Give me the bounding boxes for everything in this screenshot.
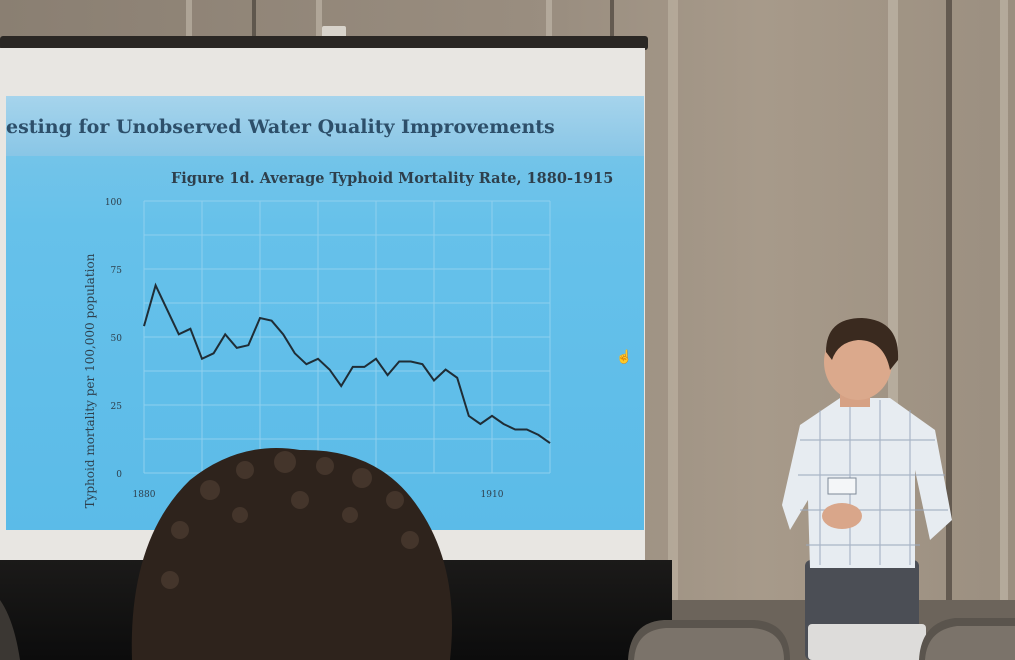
- wall-panel-seam: [946, 0, 952, 620]
- y-tick-label: 50: [111, 334, 123, 344]
- presentation-slide: esting for Unobserved Water Quality Impr…: [6, 96, 644, 530]
- audience-chair: [628, 620, 790, 660]
- y-tick-label: 75: [111, 266, 123, 276]
- wall-panel-seam: [1000, 0, 1008, 620]
- audience-chair: [919, 618, 1015, 660]
- series-line: [143, 282, 551, 444]
- slide-header: esting for Unobserved Water Quality Impr…: [6, 96, 644, 156]
- presenter-hair: [826, 318, 899, 370]
- mouse-cursor-icon: ☝: [616, 350, 633, 365]
- slide-title: esting for Unobserved Water Quality Impr…: [6, 116, 555, 138]
- projector: [808, 624, 926, 660]
- projection-screen-bar: [0, 36, 648, 50]
- x-tick-label: 1880: [133, 490, 156, 500]
- name-badge: [827, 477, 857, 495]
- wall-panel-seam: [888, 0, 898, 620]
- figure-title: Figure 1d. Average Typhoid Mortality Rat…: [171, 170, 614, 187]
- y-tick-label: 100: [105, 198, 122, 208]
- x-tick-label: 1910: [481, 490, 504, 500]
- y-tick-label: 0: [116, 470, 122, 480]
- y-axis-label: Typhoid mortality per 100,000 population: [83, 253, 97, 508]
- y-tick-label: 25: [111, 402, 123, 412]
- presenter-hands: [822, 503, 862, 529]
- wall-panel-seam: [668, 0, 678, 620]
